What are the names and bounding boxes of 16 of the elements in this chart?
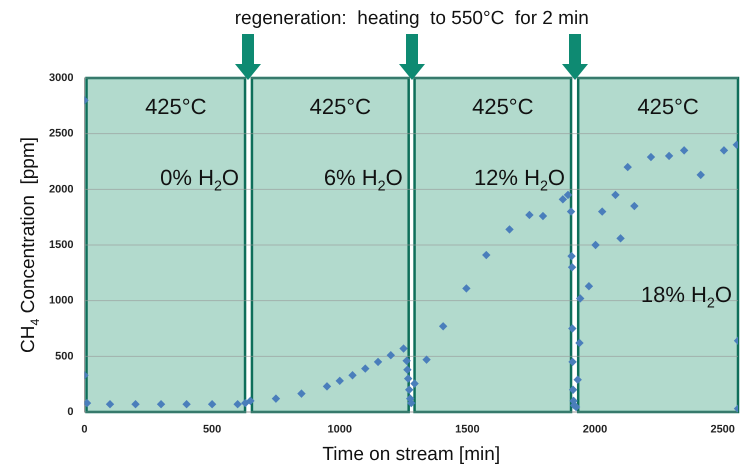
annotation: regeneration: heating to 550°C for 2 min: [234, 8, 589, 29]
y-tick-label: 500: [55, 350, 74, 362]
y-tick-label: 1500: [48, 239, 74, 252]
y-tick-label: 1000: [48, 294, 74, 307]
y-tick-label: 2000: [48, 183, 74, 196]
x-tick-label: 500: [202, 424, 222, 436]
x-tick-label: 1000: [328, 424, 352, 436]
x-tick-label: 0: [81, 424, 88, 436]
x-tick-label: 2000: [582, 424, 608, 436]
x-tick-label: 2500: [710, 424, 735, 436]
y-tick-label: 3000: [48, 72, 74, 84]
x-axis-title: Time on stream [min]: [322, 444, 500, 465]
y-axis-title: CH4 Concentration [ppm]: [18, 137, 42, 353]
x-tick-label: 1500: [455, 424, 480, 436]
y-tick-label: 2500: [48, 128, 74, 140]
y-tick-label: 0: [67, 406, 74, 418]
